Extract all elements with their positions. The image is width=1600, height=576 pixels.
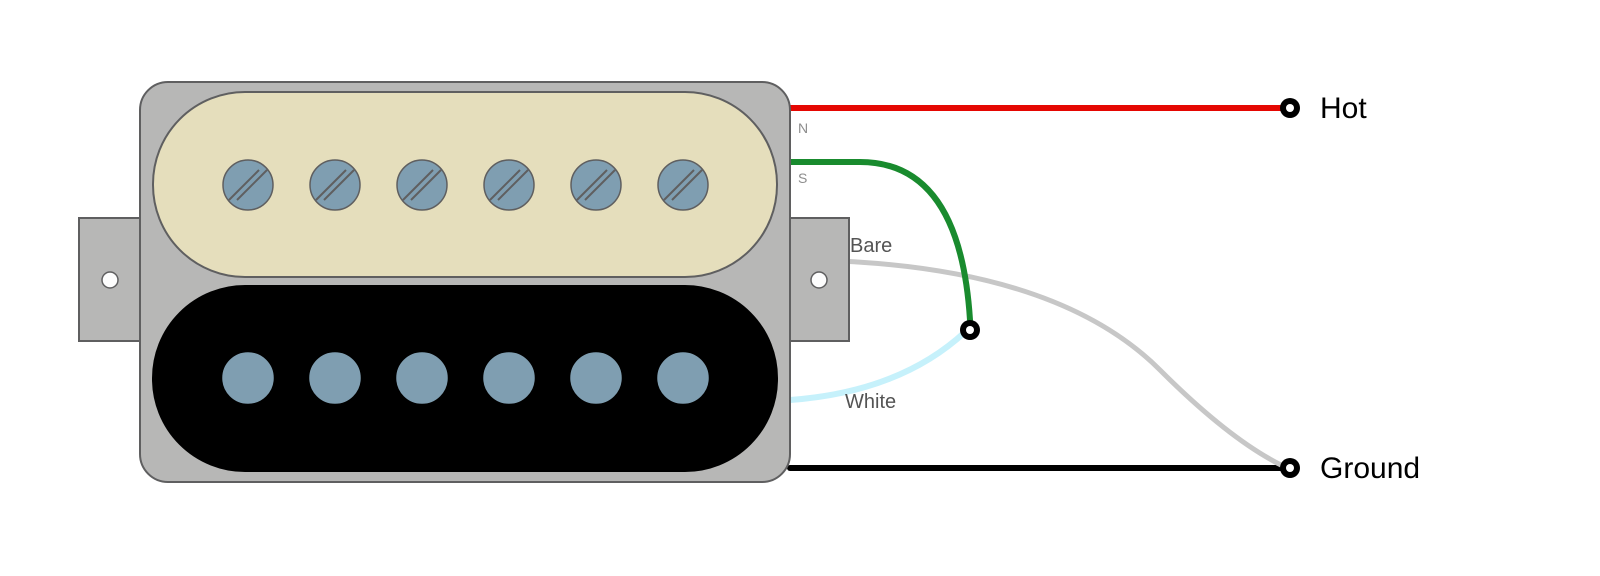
slug-pole bbox=[397, 353, 447, 403]
screw-pole bbox=[397, 160, 447, 210]
screw-pole bbox=[484, 160, 534, 210]
label-white: White bbox=[845, 391, 896, 413]
terminal-middle bbox=[960, 320, 980, 340]
slug-pole bbox=[310, 353, 360, 403]
screw-pole bbox=[658, 160, 708, 210]
slug-pole bbox=[223, 353, 273, 403]
label-hot: Hot bbox=[1320, 92, 1367, 125]
terminal-ground bbox=[1280, 458, 1300, 478]
polarity-s-label: S bbox=[798, 170, 807, 186]
slug-pole bbox=[484, 353, 534, 403]
mount-hole-left bbox=[102, 272, 118, 288]
label-bare: Bare bbox=[850, 235, 892, 257]
humbucker-wiring-diagram: N S Hot Ground Bare White bbox=[0, 0, 1600, 576]
wire-white bbox=[790, 332, 965, 400]
polarity-n-label: N bbox=[798, 120, 808, 136]
wire-bare bbox=[790, 260, 1283, 466]
terminal-hot bbox=[1280, 98, 1300, 118]
mount-hole-right bbox=[811, 272, 827, 288]
label-ground: Ground bbox=[1320, 452, 1420, 485]
slug-pole bbox=[571, 353, 621, 403]
screw-pole bbox=[571, 160, 621, 210]
slug-pole bbox=[658, 353, 708, 403]
screw-pole bbox=[310, 160, 360, 210]
screw-pole bbox=[223, 160, 273, 210]
